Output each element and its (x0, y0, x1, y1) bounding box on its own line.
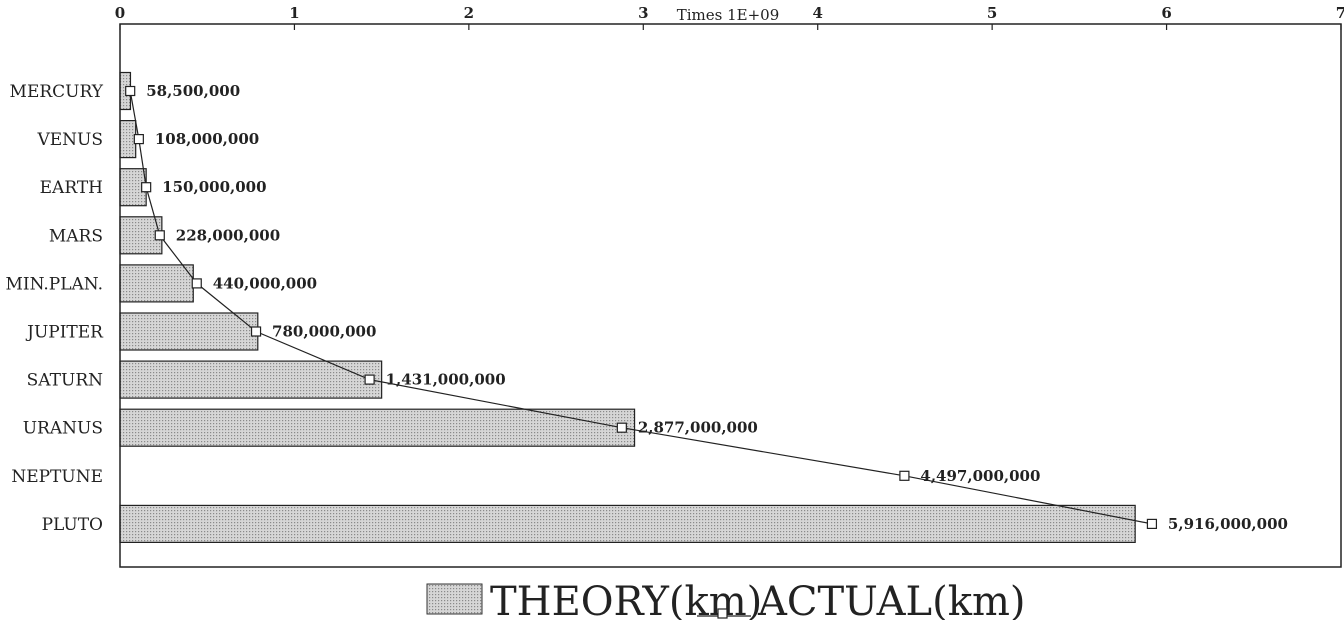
actual-point (141, 182, 152, 193)
category-label: PLUTO (42, 515, 103, 535)
x-tick-label: 1 (289, 4, 299, 22)
theory-bar (119, 408, 636, 447)
actual-line (129, 90, 1153, 525)
category-label: MARS (49, 226, 103, 246)
category-label: JUPITER (25, 323, 104, 343)
actual-point (364, 374, 375, 385)
actual-point (133, 134, 144, 145)
data-label: 108,000,000 (155, 130, 259, 148)
legend: THEORY(km) ACTUAL(km) (426, 579, 1025, 620)
x-tick-label: 3 (638, 4, 648, 22)
line-layer (125, 85, 1158, 530)
actual-point (191, 278, 202, 289)
legend-actual-marker (717, 608, 728, 619)
x-tick-label: 2 (464, 4, 474, 22)
axis-multiplier-label: Times 1E+09 (677, 6, 780, 24)
category-label: SATURN (27, 371, 103, 391)
x-tick-label: 0 (115, 4, 125, 22)
actual-point (154, 230, 165, 241)
theory-bar (119, 312, 259, 351)
data-label: 150,000,000 (162, 178, 266, 196)
x-tick-label: 4 (812, 4, 822, 22)
actual-point (1146, 518, 1158, 530)
category-label: MIN.PLAN. (5, 274, 103, 294)
theory-bar (119, 264, 194, 303)
theory-bar (119, 504, 1136, 543)
x-tick-label: 6 (1161, 4, 1171, 22)
data-label: 1,431,000,000 (386, 371, 506, 389)
category-labels: MERCURY VENUS EARTH MARS MIN.PLAN. JUPITER SAT… (5, 82, 104, 535)
x-tick-label: 5 (987, 4, 997, 22)
theory-bar (119, 360, 383, 399)
plot-frame (119, 23, 1342, 568)
category-label: MERCURY (10, 82, 104, 102)
actual-point (616, 422, 627, 433)
category-label: VENUS (36, 130, 103, 150)
legend-theory-label: THEORY(km) (490, 579, 762, 620)
legend-theory-swatch (426, 583, 483, 615)
actual-point (250, 326, 262, 337)
data-label: 440,000,000 (213, 274, 317, 292)
data-label: 2,877,000,000 (638, 419, 758, 437)
ticks-layer: 0 1 2 3 4 5 6 7 (115, 4, 1344, 30)
category-label: NEPTUNE (11, 467, 103, 487)
actual-point (125, 85, 136, 97)
category-label: EARTH (40, 178, 103, 198)
labels-layer: 58,500,000 108,000,000 150,000,000 228,000,… (146, 82, 1288, 533)
theory-bar (119, 119, 137, 159)
data-label: 58,500,000 (146, 82, 240, 100)
legend-actual-label: ACTUAL(km) (757, 579, 1025, 620)
data-label: 780,000,000 (272, 323, 376, 341)
x-tick-label: 7 (1336, 4, 1344, 22)
data-label: 5,916,000,000 (1168, 515, 1288, 533)
bars-layer (119, 71, 1136, 543)
data-label: 4,497,000,000 (920, 467, 1040, 485)
actual-point (899, 470, 910, 481)
data-label: 228,000,000 (176, 226, 280, 244)
category-label: URANUS (23, 419, 103, 439)
